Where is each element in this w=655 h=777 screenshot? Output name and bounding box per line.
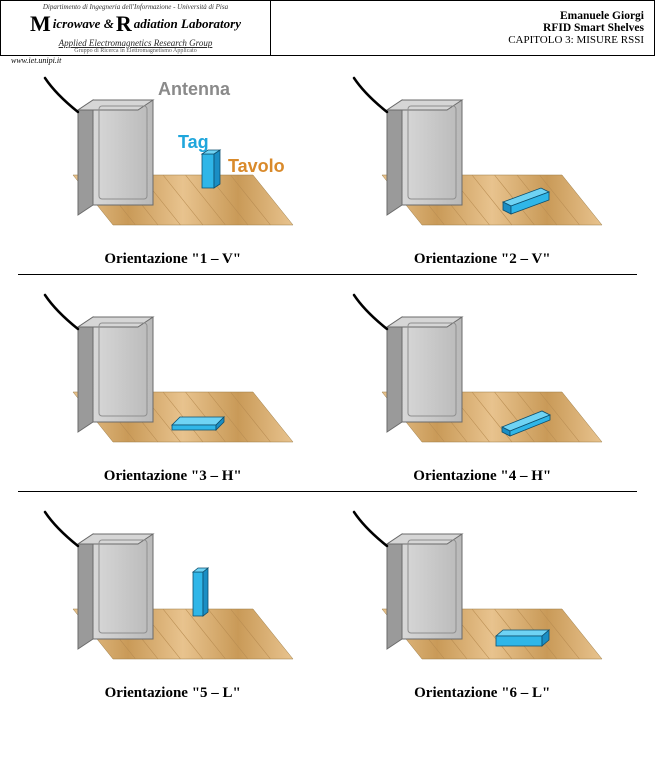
tag-face <box>172 425 216 430</box>
tag-face <box>496 630 549 636</box>
cell-2: Orientazione "2 – V" <box>342 70 622 268</box>
cell-6: Orientazione "6 – L" <box>342 504 622 702</box>
tag-face <box>203 568 208 616</box>
page-header: Dipartimento di Ingegneria dell'Informaz… <box>0 0 655 56</box>
scene-4h <box>352 287 612 457</box>
tag-face <box>202 154 214 188</box>
caption-6: Orientazione "6 – L" <box>342 685 622 702</box>
antenna-side <box>78 100 93 215</box>
lab-logo-line: M icrowave & R adiation Laboratory <box>5 11 266 37</box>
antenna-cable <box>45 512 78 546</box>
label-antenna: Antenna <box>158 79 231 99</box>
antenna-front <box>402 317 462 422</box>
scene-5l <box>43 504 303 674</box>
antenna-front <box>93 100 153 205</box>
logo-microwave: icrowave & <box>53 16 114 32</box>
cell-3: Orientazione "3 – H" <box>33 287 313 485</box>
antenna-side <box>387 317 402 432</box>
gruppo-line: Gruppo di Ricerca in Elettromagnetismo A… <box>5 48 266 54</box>
antenna-cable <box>354 512 387 546</box>
cell-5: Orientazione "5 – L" <box>33 504 313 702</box>
grid-row-1: Antenna Tag Tavolo Orientazione "1 – V" Or… <box>18 70 637 275</box>
antenna-cable <box>354 295 387 329</box>
antenna-front <box>93 317 153 422</box>
antenna-cable <box>45 295 78 329</box>
orientation-grid: Antenna Tag Tavolo Orientazione "1 – V" Or… <box>0 56 655 708</box>
antenna-cable <box>354 78 387 112</box>
caption-4: Orientazione "4 – H" <box>342 468 622 485</box>
tag-face <box>496 636 542 646</box>
cell-4: Orientazione "4 – H" <box>342 287 622 485</box>
label-tavolo: Tavolo <box>228 156 285 176</box>
doc-title: RFID Smart Shelves <box>543 22 644 34</box>
dept-line: Dipartimento di Ingegneria dell'Informaz… <box>5 3 266 11</box>
scene-1v: Antenna Tag Tavolo <box>43 70 303 240</box>
scene-3h <box>43 287 303 457</box>
cell-1: Antenna Tag Tavolo Orientazione "1 – V" <box>33 70 313 268</box>
logo-radiation: adiation Laboratory <box>134 16 241 32</box>
antenna-side <box>387 534 402 649</box>
caption-3: Orientazione "3 – H" <box>33 468 313 485</box>
antenna-front <box>402 534 462 639</box>
grid-row-3: Orientazione "5 – L" Orientazione "6 – L… <box>18 504 637 708</box>
antenna-side <box>78 534 93 649</box>
header-right: Emanuele Giorgi RFID Smart Shelves CAPIT… <box>271 1 654 55</box>
caption-2: Orientazione "2 – V" <box>342 251 622 268</box>
caption-1: Orientazione "1 – V" <box>33 251 313 268</box>
tag-face <box>172 417 224 425</box>
antenna-side <box>78 317 93 432</box>
applied-line: Applied Electromagnetics Research Group <box>5 38 266 48</box>
antenna-front <box>93 534 153 639</box>
chapter: CAPITOLO 3: MISURE RSSI <box>508 34 644 46</box>
author: Emanuele Giorgi <box>560 10 644 22</box>
scene-6l <box>352 504 612 674</box>
antenna-cable <box>45 78 78 112</box>
tag-face <box>193 572 203 616</box>
caption-5: Orientazione "5 – L" <box>33 685 313 702</box>
antenna-front <box>402 100 462 205</box>
label-tag: Tag <box>178 132 209 152</box>
antenna-side <box>387 100 402 215</box>
lab-logo-box: Dipartimento di Ingegneria dell'Informaz… <box>1 1 271 55</box>
scene-2v <box>352 70 612 240</box>
logo-letter-r: R <box>116 11 132 37</box>
url-line: www.iet.unipi.it <box>5 56 266 65</box>
grid-row-2: Orientazione "3 – H" Orientazione "4 – H… <box>18 287 637 492</box>
logo-letter-m: M <box>30 11 51 37</box>
tag-face <box>214 150 220 188</box>
